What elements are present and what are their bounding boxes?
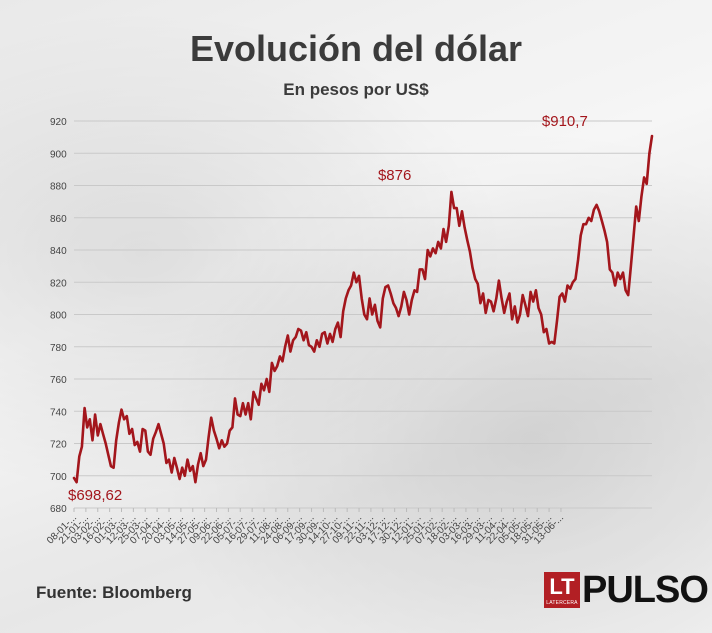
source-note: Fuente: Bloomberg	[36, 583, 192, 602]
logo-box-subtext: LATERCERA	[546, 600, 578, 606]
y-tick-label: 680	[50, 504, 67, 515]
y-tick-label: 780	[50, 343, 67, 354]
y-tick-label: 920	[50, 117, 67, 128]
y-tick-label: 840	[50, 246, 67, 257]
data-annotation: $876	[378, 167, 411, 184]
y-tick-label: 740	[50, 407, 67, 418]
y-tick-label: 860	[50, 214, 67, 225]
y-tick-label: 720	[50, 440, 67, 451]
logo-brand-text: PULSO	[582, 569, 709, 611]
y-tick-label: 800	[50, 311, 67, 322]
latercera-logo-box: LT LATERCERA	[544, 572, 580, 608]
y-tick-label: 900	[50, 149, 67, 160]
y-tick-label: 820	[50, 278, 67, 289]
y-tick-label: 760	[50, 375, 67, 386]
logo-box-letters: LT	[549, 574, 575, 599]
chart-title: Evolución del dólar	[189, 28, 523, 69]
series-line	[72, 134, 654, 484]
data-annotation: $910,7	[542, 113, 588, 130]
chart-subtitle: En pesos por US$	[283, 80, 429, 99]
y-tick-label: 700	[50, 472, 67, 483]
pulso-logo: LT LATERCERA PULSO	[544, 569, 709, 611]
y-tick-label: 880	[50, 182, 67, 193]
data-annotation: $698,62	[68, 487, 122, 504]
